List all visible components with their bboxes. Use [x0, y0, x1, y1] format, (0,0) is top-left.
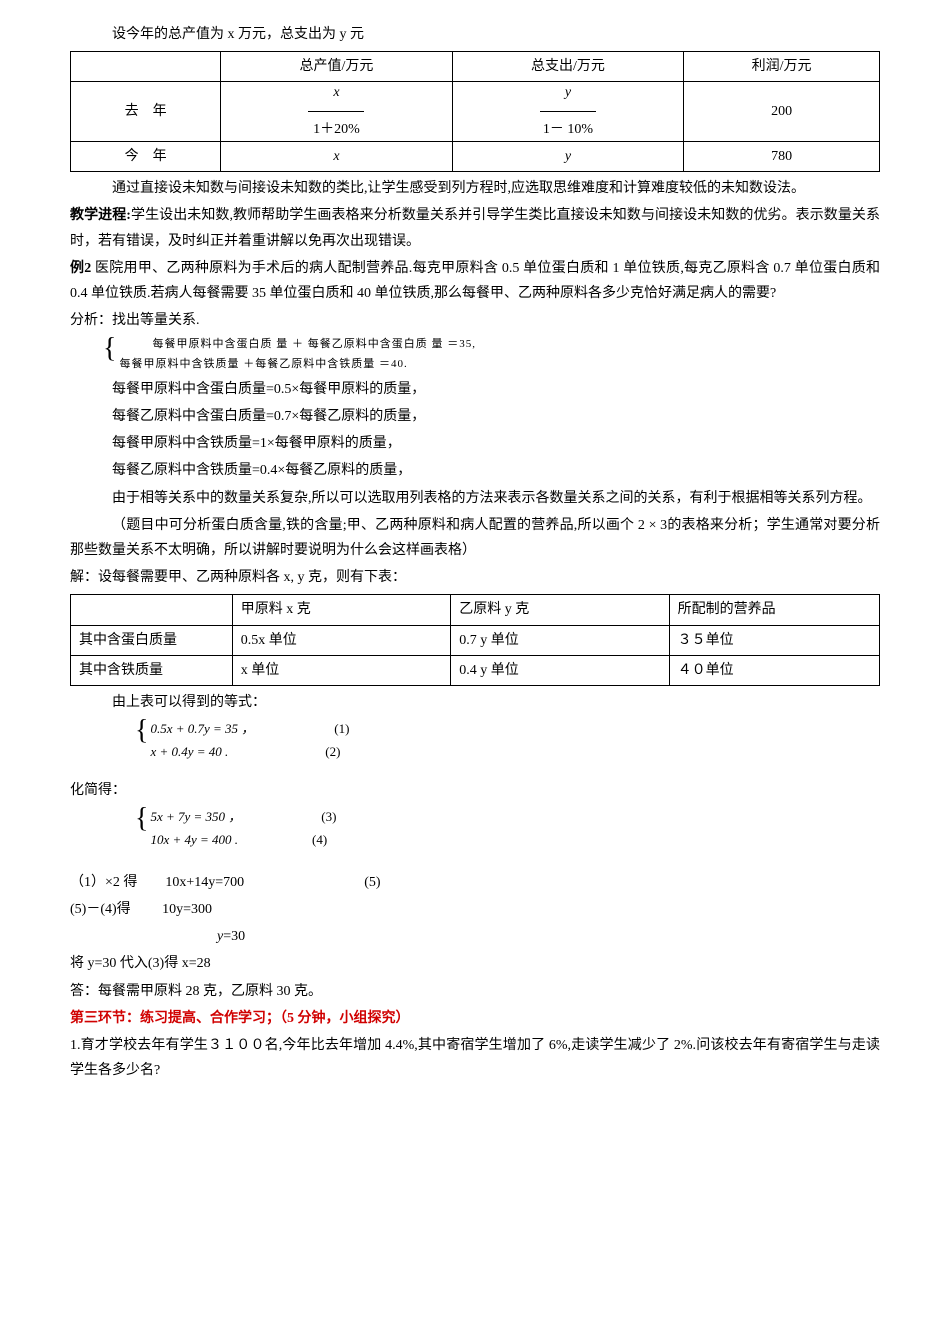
- left-brace-icon: {: [135, 805, 148, 852]
- ex2-label: 例2: [70, 261, 91, 276]
- table-2: 甲原料 x 克 乙原料 y 克 所配制的营养品 其中含蛋白质量 0.5x 单位 …: [70, 594, 880, 686]
- fraction-line-icon: [540, 111, 596, 112]
- eq-num-1: (1): [334, 717, 349, 740]
- t1-r1-c2-bot: 1－ 10%: [543, 122, 593, 137]
- line-4: 每餐乙原料中含铁质量=0.4×每餐乙原料的质量，: [70, 458, 880, 483]
- eq-num-3: (3): [321, 805, 336, 828]
- t1-r2-c2: y: [452, 141, 683, 171]
- line-1: 每餐甲原料中含蛋白质量=0.5×每餐甲原料的质量，: [70, 377, 880, 402]
- t1-r1-c1-top: x: [333, 85, 339, 100]
- t1-r1-c3: 200: [684, 82, 880, 142]
- simplify-label: 化简得：: [70, 778, 880, 803]
- left-brace-icon: {: [70, 335, 117, 375]
- t2-h3: 所配制的营养品: [669, 595, 879, 625]
- equation-system-2: { 5x + 7y = 350 ， (3) 10x + 4y = 400 . (4): [135, 805, 880, 852]
- analysis-label: 分析：找出等量关系.: [70, 308, 880, 333]
- left-brace-icon: {: [135, 717, 148, 764]
- section-3-heading: 第三环节：练习提高、合作学习；（5 分钟，小组探究）: [70, 1006, 880, 1031]
- eq-num-2: (2): [325, 740, 340, 763]
- fraction-line-icon: [308, 111, 364, 112]
- t2-h1: 甲原料 x 克: [232, 595, 450, 625]
- line-2: 每餐乙原料中含蛋白质量=0.7×每餐乙原料的质量，: [70, 404, 880, 429]
- table-1: 总产值/万元 总支出/万元 利润/万元 去 年 x 1＋20% y 1－ 10%…: [70, 51, 880, 172]
- t2-r1-c2: 0.7 y 单位: [451, 625, 669, 655]
- t2-r1-c1: 0.5x 单位: [232, 625, 450, 655]
- teach-body: 学生设出未知数,教师帮助学生画表格来分析数量关系并引导学生类比直接设未知数与间接…: [70, 208, 880, 248]
- answer: 答：每餐需甲原料 28 克，乙原料 30 克。: [70, 979, 880, 1004]
- t1-h0: [71, 52, 221, 82]
- t2-r2-c2: 0.4 y 单位: [451, 655, 669, 685]
- ex2-body: 医院用甲、乙两种原料为手术后的病人配制营养品.每克甲原料含 0.5 单位蛋白质和…: [70, 261, 880, 301]
- t2-r2-c3: ４０单位: [669, 655, 879, 685]
- solve-label: 解：设每餐需要甲、乙两种原料各 x, y 克，则有下表：: [70, 565, 880, 590]
- intro-text: 设今年的总产值为 x 万元，总支出为 y 元: [70, 22, 880, 47]
- eq-num-4: (4): [312, 828, 327, 851]
- brace1-line1: 每餐甲原料中含蛋白质 量 ＋ 每餐乙原料中含蛋白质 量 ＝35,: [152, 338, 476, 350]
- brace1-line2: 每餐甲原料中含铁质量 ＋每餐乙原料中含铁质量 ＝40.: [119, 358, 407, 370]
- step-3: y=30: [70, 924, 880, 949]
- t1-h1: 总产值/万元: [221, 52, 452, 82]
- t2-h2: 乙原料 y 克: [451, 595, 669, 625]
- eq2b: 10x + 4y = 400 .: [150, 832, 238, 847]
- t2-r1-c0: 其中含蛋白质量: [71, 625, 233, 655]
- t1-r2-c3: 780: [684, 141, 880, 171]
- eq2a: 5x + 7y = 350 ，: [150, 809, 241, 824]
- t2-r1-c3: ３５单位: [669, 625, 879, 655]
- t1-r1-c2: y 1－ 10%: [452, 82, 683, 142]
- step-1: （1）×2 得 10x+14y=700 (5): [70, 870, 880, 895]
- after-t2: 由上表可以得到的等式：: [70, 690, 880, 715]
- eq1a: 0.5x + 0.7y = 35 ，: [150, 721, 254, 736]
- teaching-process: 教学进程:学生设出未知数,教师帮助学生画表格来分析数量关系并引导学生类比直接设未…: [70, 203, 880, 253]
- eq1b: x + 0.4y = 40 .: [150, 744, 228, 759]
- step1-text: （1）×2 得 10x+14y=700: [70, 875, 244, 890]
- line-6: （题目中可分析蛋白质含量,铁的含量;甲、乙两种原料和病人配置的营养品,所以画个 …: [70, 513, 880, 563]
- line-3: 每餐甲原料中含铁质量=1×每餐甲原料的质量，: [70, 431, 880, 456]
- step-4: 将 y=30 代入(3)得 x=28: [70, 951, 880, 976]
- line-5: 由于相等关系中的数量关系复杂,所以可以选取用列表格的方法来表示各数量关系之间的关…: [70, 486, 880, 511]
- t1-r1-label: 去 年: [71, 82, 221, 142]
- t1-h2: 总支出/万元: [452, 52, 683, 82]
- brace-relation-1: { 每餐甲原料中含蛋白质 量 ＋ 每餐乙原料中含蛋白质 量 ＝35, 每餐甲原料…: [70, 335, 880, 375]
- equation-system-1: { 0.5x + 0.7y = 35 ， (1) x + 0.4y = 40 . (…: [135, 717, 880, 764]
- t1-r1-c1-bot: 1＋20%: [313, 122, 360, 137]
- t1-r2-c0: 今 年: [71, 141, 221, 171]
- step1-num: (5): [364, 875, 380, 890]
- teach-label: 教学进程:: [70, 208, 131, 223]
- example-2: 例2 医院用甲、乙两种原料为手术后的病人配制营养品.每克甲原料含 0.5 单位蛋…: [70, 256, 880, 306]
- para-after-t1: 通过直接设未知数与间接设未知数的类比,让学生感受到列方程时,应选取思维难度和计算…: [70, 176, 880, 201]
- step-2: (5)－(4)得 10y=300: [70, 897, 880, 922]
- t1-r1-c1: x 1＋20%: [221, 82, 452, 142]
- t1-r1-c2-top: y: [565, 85, 571, 100]
- t2-h0: [71, 595, 233, 625]
- question-1: 1.育才学校去年有学生３１００名,今年比去年增加 4.4%,其中寄宿学生增加了 …: [70, 1033, 880, 1083]
- t2-r2-c0: 其中含铁质量: [71, 655, 233, 685]
- t1-h3: 利润/万元: [684, 52, 880, 82]
- t2-r2-c1: x 单位: [232, 655, 450, 685]
- t1-r2-c1: x: [221, 141, 452, 171]
